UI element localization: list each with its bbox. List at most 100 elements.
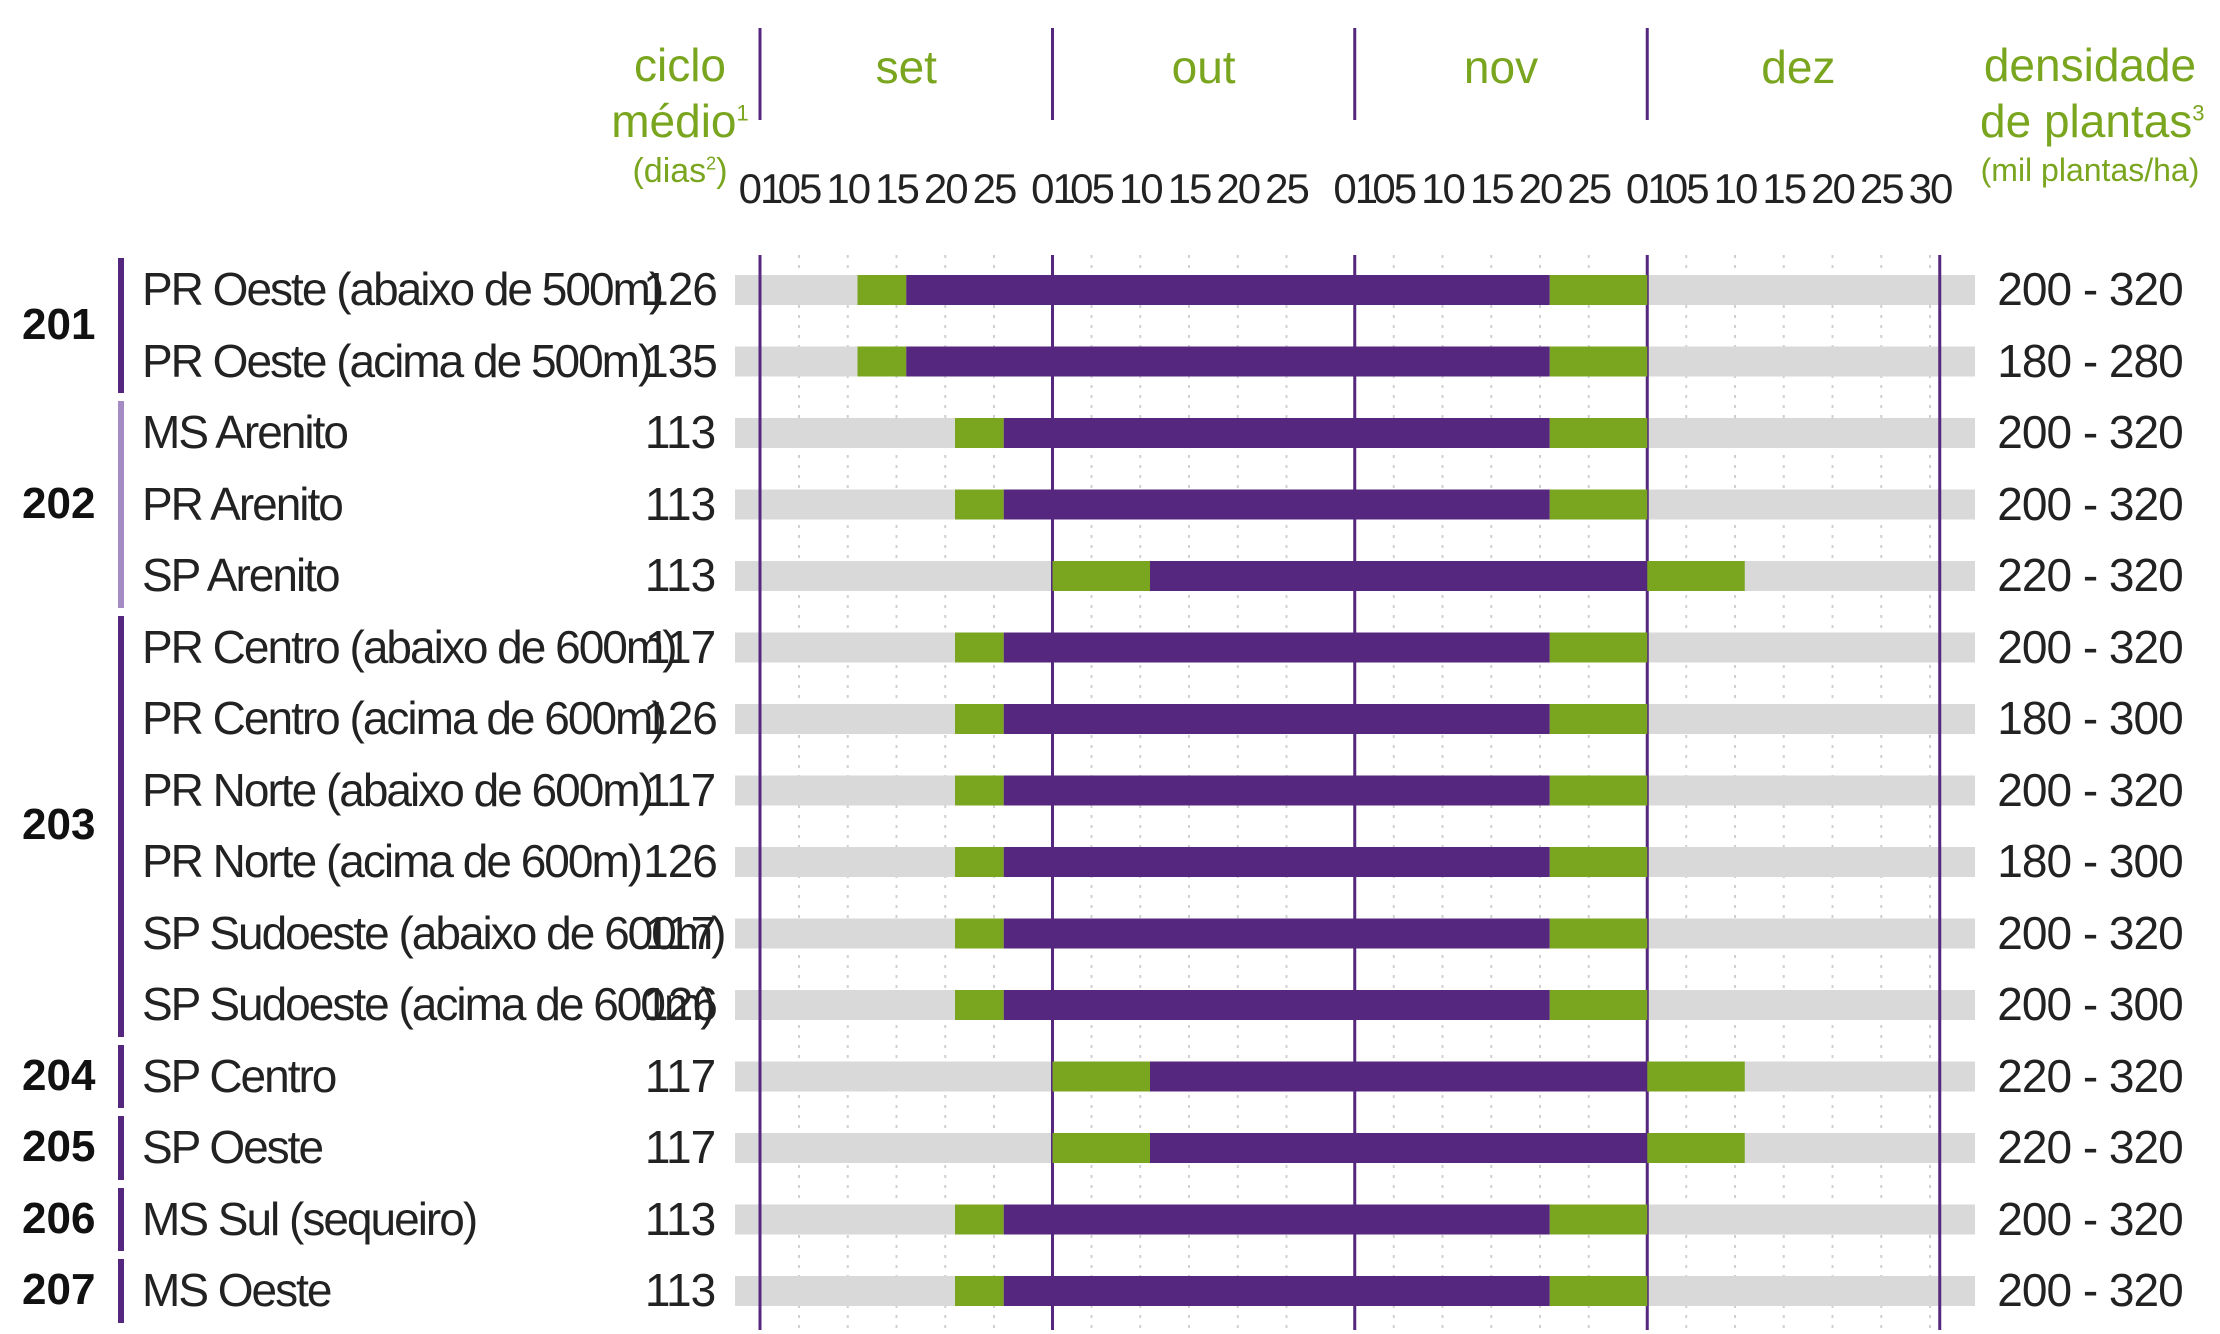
optimal-bar — [906, 275, 1550, 305]
day-tick-label: 01 — [1625, 165, 1671, 212]
tolerable-bar-start — [955, 489, 1004, 520]
region-label: PR Norte (abaixo de 600m) — [142, 763, 654, 816]
tolerable-bar-end — [1549, 1276, 1648, 1306]
density-value: 180 - 280 — [1997, 334, 2183, 387]
group-code: 201 — [22, 299, 96, 349]
density-value: 200 - 320 — [1997, 906, 2183, 959]
region-label: MS Sul (sequeiro) — [142, 1192, 478, 1245]
day-tick-label: 05 — [1664, 165, 1710, 212]
region-label: PR Centro (abaixo de 600m) — [142, 620, 678, 673]
cycle-value: 113 — [644, 549, 716, 601]
optimal-bar — [1003, 489, 1550, 520]
density-value: 180 - 300 — [1997, 692, 2183, 744]
optimal-bar — [1150, 561, 1648, 591]
density-value: 200 - 320 — [1997, 263, 2183, 315]
cycle-header-line3: (dias2) — [632, 152, 728, 190]
cycle-value: 117 — [644, 620, 716, 673]
cycle-value: 117 — [644, 1049, 716, 1102]
tolerable-bar-start — [857, 275, 907, 305]
day-tick-label: 05 — [1372, 165, 1417, 212]
density-header-line3: (mil plantas/ha) — [1980, 152, 2200, 188]
region-label: PR Oeste (acima de 500m) — [142, 334, 653, 387]
tolerable-bar-end — [1549, 918, 1648, 949]
day-tick-label: 01 — [1031, 165, 1076, 212]
tolerable-bar-start — [955, 990, 1004, 1020]
tolerable-bar-end — [1549, 704, 1648, 734]
optimal-bar — [1003, 704, 1550, 734]
region-label: PR Centro (acima de 600m) — [142, 692, 667, 744]
cycle-value: 126 — [643, 978, 718, 1030]
day-tick-label: 10 — [826, 165, 871, 212]
tolerable-bar-start — [1052, 1061, 1150, 1092]
group-code: 207 — [22, 1265, 96, 1314]
density-header-line1: densidade — [1983, 39, 2197, 91]
cycle-value: 126 — [643, 692, 718, 744]
day-tick-label: 01 — [738, 165, 784, 212]
tolerable-bar-end — [1647, 1133, 1745, 1163]
optimal-bar — [1003, 632, 1550, 663]
group-code: 203 — [22, 800, 96, 850]
optimal-bar — [1003, 1204, 1550, 1235]
tolerable-bar-start — [955, 1204, 1004, 1235]
group-code: 206 — [22, 1193, 96, 1243]
optimal-bar — [906, 346, 1550, 377]
optimal-bar — [1003, 990, 1550, 1020]
region-label: MS Arenito — [142, 406, 349, 458]
cycle-header: ciclo médio1 (dias2) — [600, 38, 760, 191]
month-label: out — [1171, 41, 1236, 93]
cycle-value: 117 — [644, 1121, 716, 1173]
tolerable-bar-end — [1549, 775, 1648, 806]
tolerable-bar-start — [1052, 1133, 1150, 1163]
day-tick-label: 20 — [923, 165, 969, 212]
cycle-value: 126 — [643, 263, 718, 315]
cycle-value: 126 — [643, 835, 718, 887]
group-bracket — [118, 615, 124, 1037]
group-bracket — [118, 258, 124, 394]
density-value: 200 - 320 — [1997, 406, 2183, 458]
group-code: 205 — [22, 1122, 96, 1171]
day-tick-label: 25 — [1265, 165, 1310, 212]
tolerable-bar-end — [1549, 489, 1648, 520]
month-label: nov — [1463, 41, 1539, 93]
optimal-bar — [1003, 918, 1550, 949]
region-label: MS Oeste — [142, 1264, 333, 1316]
density-value: 200 - 320 — [1997, 477, 2183, 530]
tolerable-bar-start — [955, 775, 1004, 806]
region-label: SP Oeste — [142, 1121, 324, 1173]
region-label: SP Sudoeste (abaixo de 600m) — [142, 906, 726, 959]
optimal-bar — [1003, 775, 1550, 806]
group-bracket — [118, 1044, 124, 1109]
density-value: 200 - 320 — [1997, 620, 2183, 673]
optimal-bar — [1003, 418, 1550, 448]
group-bracket — [118, 1259, 124, 1323]
day-tick-label: 05 — [1070, 165, 1115, 212]
tolerable-bar-end — [1549, 275, 1648, 305]
region-label: SP Arenito — [142, 549, 341, 601]
region-label: SP Sudoeste (acima de 600m) — [142, 978, 716, 1030]
day-tick-label: 15 — [1167, 165, 1213, 212]
tolerable-bar-start — [857, 346, 907, 377]
tolerable-bar-end — [1647, 1061, 1745, 1092]
day-tick-label: 15 — [875, 165, 920, 212]
group-bracket — [118, 401, 124, 608]
cycle-header-line2: médio1 — [611, 95, 749, 147]
tolerable-bar-start — [955, 1276, 1004, 1306]
tolerable-bar-start — [955, 847, 1004, 877]
density-value: 200 - 300 — [1997, 978, 2183, 1030]
cycle-value: 117 — [644, 763, 716, 816]
optimal-bar — [1003, 1276, 1550, 1306]
cycle-header-line1: ciclo — [633, 39, 727, 91]
density-value: 220 - 320 — [1997, 1121, 2183, 1173]
tolerable-bar-end — [1647, 561, 1745, 591]
day-tick-label: 20 — [1811, 165, 1856, 212]
day-tick-label: 15 — [1469, 165, 1515, 212]
cycle-value: 117 — [644, 906, 716, 959]
optimal-bar — [1003, 847, 1550, 877]
day-tick-label: 25 — [1567, 165, 1612, 212]
density-value: 200 - 320 — [1997, 1264, 2183, 1316]
density-value: 220 - 320 — [1997, 1049, 2183, 1102]
optimal-bar — [1150, 1061, 1648, 1092]
day-tick-label: 25 — [972, 165, 1018, 212]
density-value: 180 - 300 — [1997, 835, 2183, 887]
